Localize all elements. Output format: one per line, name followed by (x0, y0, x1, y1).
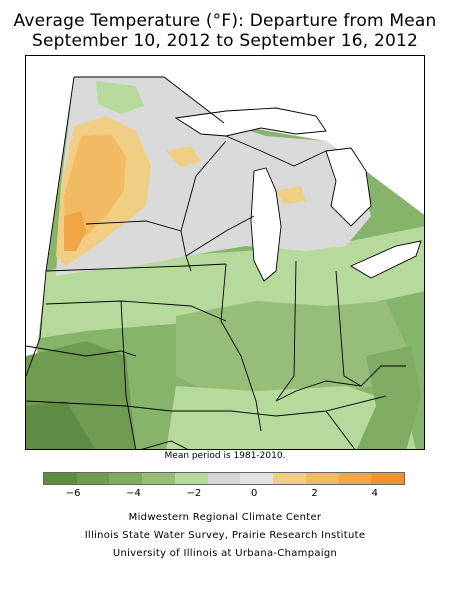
legend-swatch-1 (76, 473, 110, 484)
legend-swatch-2 (109, 473, 143, 484)
mid-green-center (176, 301, 411, 401)
top-right-white (164, 56, 424, 215)
legend-swatch-6 (240, 473, 274, 484)
legend-tick-1: −4 (126, 488, 141, 499)
legend-tick-0: −6 (65, 488, 81, 499)
legend-swatch-5 (207, 473, 241, 484)
boundaries (26, 76, 406, 449)
mean-period-note: Mean period is 1981-2010. (164, 451, 286, 461)
top-left-white (26, 56, 74, 271)
no-data-areas (26, 56, 424, 281)
legend-tick-5: 4 (371, 488, 379, 499)
region-outline (26, 76, 75, 377)
state-lines-south (26, 345, 137, 357)
anomaly-field (26, 77, 424, 449)
warm-northern-patch (166, 146, 201, 168)
legend-tick-3: 0 (250, 488, 258, 499)
grey-near-normal (56, 77, 371, 276)
legend-swatch-3 (142, 473, 175, 484)
cool-north-shore (96, 81, 144, 114)
warm-michigan-patch (276, 186, 306, 204)
credit-line1: Midwestern Regional Climate Center (128, 512, 322, 523)
lake-shorelines (174, 107, 422, 282)
light-green-band (40, 226, 424, 338)
lake-erie (351, 241, 421, 278)
credit-line3: University of Illinois at Urbana-Champai… (112, 548, 338, 559)
legend-tick-4: 2 (311, 488, 318, 499)
warm-peak (64, 211, 86, 251)
state-lines-mid (45, 300, 227, 322)
legend-swatch-4 (174, 473, 208, 484)
map-graphic (26, 56, 424, 449)
darkest-green-corner (26, 401, 95, 449)
legend-swatch-8 (305, 473, 339, 484)
credit-line2: Illinois State Water Survey, Prairie Res… (84, 530, 366, 541)
temperature-departure-map (25, 55, 425, 450)
legend-swatch-0 (44, 473, 77, 484)
legend-swatch-10 (371, 473, 405, 484)
color-legend (43, 472, 405, 485)
map-title-line2: September 10, 2012 to September 16, 2012 (31, 31, 419, 51)
map-title-line1: Average Temperature (°F): Departure from… (13, 11, 437, 31)
legend-swatch-9 (338, 473, 372, 484)
lake-michigan (251, 168, 281, 281)
light-green-south (166, 386, 416, 449)
ohio-river (275, 365, 406, 402)
legend-ticks: −6 −4 −2 0 2 4 (43, 488, 405, 502)
dark-green-east (356, 346, 421, 449)
legend-swatch-7 (273, 473, 306, 484)
lake-huron (326, 148, 371, 226)
legend-tick-2: −2 (186, 488, 202, 499)
